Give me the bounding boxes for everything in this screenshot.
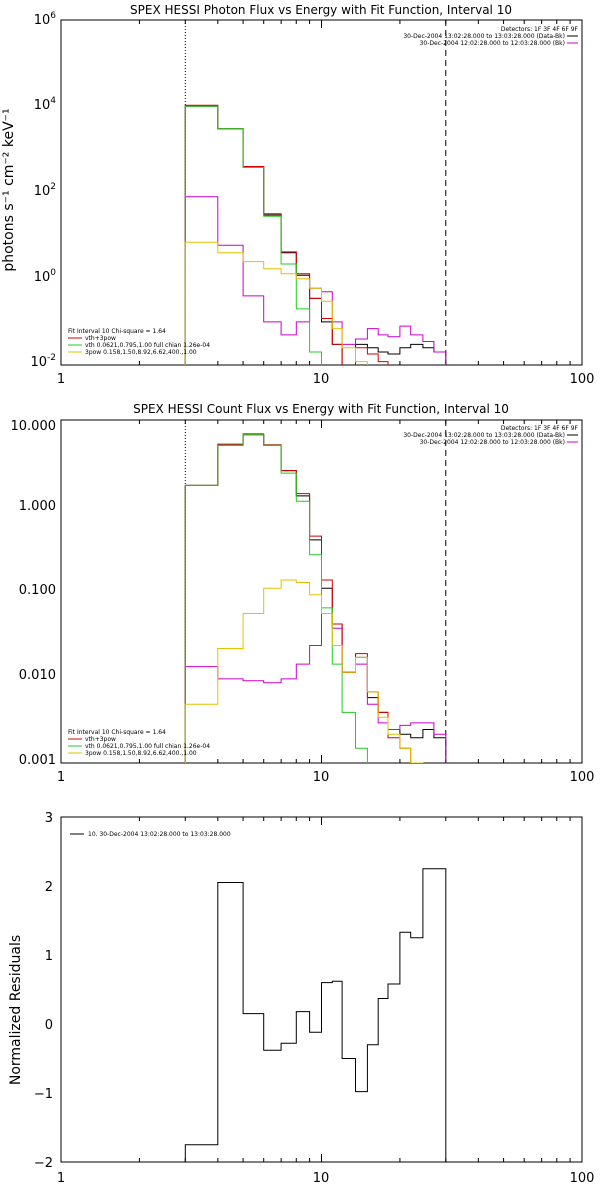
count-minor-ticks — [60, 420, 583, 763]
residuals-series-group — [184, 868, 447, 1162]
photon-detectors-text: Detectors: 1F 3F 4F 6F 9F — [501, 26, 579, 33]
count-bk-interval-text: 30-Dec-2004 12:02:28.000 to 12:03:28.000… — [420, 439, 565, 446]
count-series-1-line — [184, 613, 447, 763]
photon-y-tick-1e0: 100 — [34, 268, 57, 285]
count-flux-panel: SPEX HESSI Count Flux vs Energy with Fit… — [11, 402, 595, 785]
count-total-fit-text: vth+3pow — [85, 736, 116, 743]
count-series-3-line — [184, 434, 368, 763]
residuals-legend: 10. 30-Dec-2004 13:02:28.000 to 13:03:28… — [70, 831, 231, 838]
residuals-x-axis-ticks: 1 10 100 — [57, 1171, 595, 1186]
resid-x-tick-10: 10 — [313, 1171, 330, 1186]
count-y-tick-0.001: 0.001 — [19, 753, 56, 768]
photon-y-tick-1e-2: 10-2 — [30, 353, 56, 370]
residuals-y-axis-label: Normalized Residuals — [8, 935, 24, 1085]
photon-series-0-line — [184, 105, 447, 365]
count-series-4-line — [184, 579, 424, 763]
count-data-interval-text: 30-Dec-2004 13:02:28.000 to 13:03:28.000… — [403, 432, 565, 439]
resid-x-tick-100: 100 — [570, 1171, 595, 1186]
photon-series-group — [184, 20, 447, 365]
count-y-tick-0.1: 0.100 — [19, 583, 56, 598]
photon-y-tick-1e4: 104 — [34, 96, 57, 113]
count-annotation-right: Detectors: 1F 3F 4F 6F 9F 30-Dec-2004 13… — [403, 425, 578, 446]
photon-y-tick-1e2: 102 — [34, 182, 56, 199]
photon-fit-interval-text: Fit Interval 10 Chi-square = 1.64 — [68, 328, 166, 335]
resid-y-tick-minus2: −2 — [34, 1156, 53, 1171]
count-annotation-left: Fit Interval 10 Chi-square = 1.64 vth+3p… — [68, 729, 210, 757]
count-series-2-line — [184, 433, 424, 763]
photon-y-axis-label: photons s⁻¹ cm⁻² keV⁻¹ — [1, 108, 17, 271]
count-panel-title: SPEX HESSI Count Flux vs Energy with Fit… — [133, 402, 509, 416]
count-series-group — [184, 420, 447, 763]
photon-x-axis-ticks: 1 10 100 — [57, 372, 595, 387]
residuals-panel: 3 2 1 0 −1 −2 Normalized Residuals 1 10 … — [8, 811, 594, 1186]
photon-series-4-line — [184, 241, 368, 365]
photon-series-1-line — [184, 196, 447, 365]
resid-y-tick-1: 1 — [45, 949, 53, 964]
count-detectors-text: Detectors: 1F 3F 4F 6F 9F — [501, 425, 579, 432]
photon-y-axis-ticks: 106 104 102 100 10-2 — [30, 11, 56, 370]
count-vth-text: vth 0.0621,0.795,1.00 full chian 1.26e-0… — [85, 743, 210, 750]
residuals-legend-text: 10. 30-Dec-2004 13:02:28.000 to 13:03:28… — [88, 831, 231, 838]
count-x-tick-10: 10 — [313, 770, 330, 785]
count-y-tick-1: 1.000 — [19, 499, 56, 514]
count-y-axis-ticks: 10.000 1.000 0.100 0.010 0.001 — [11, 419, 57, 768]
photon-vth-text: vth 0.0621,0.795,1.00 full chian 1.26e-0… — [85, 342, 210, 349]
resid-x-tick-1: 1 — [57, 1171, 65, 1186]
photon-annotation-right: Detectors: 1F 3F 4F 6F 9F 30-Dec-2004 13… — [403, 26, 578, 47]
residuals-y-axis-ticks: 3 2 1 0 −1 −2 — [34, 811, 53, 1171]
photon-x-tick-10: 10 — [313, 372, 330, 387]
count-3pow-text: 3pow 0.158,1.50,8.92,6.62,400.,1.00 — [85, 750, 197, 757]
photon-data-interval-text: 30-Dec-2004 13:02:28.000 to 13:03:28.000… — [403, 33, 565, 40]
photon-3pow-text: 3pow 0.158,1.50,8.92,6.62,400.,1.00 — [85, 349, 197, 356]
resid-y-tick-minus1: −1 — [34, 1087, 53, 1102]
resid-y-tick-2: 2 — [45, 880, 53, 895]
photon-series-3-line — [184, 105, 322, 365]
count-x-tick-100: 100 — [570, 770, 595, 785]
resid-y-tick-0: 0 — [45, 1018, 53, 1033]
count-x-axis-ticks: 1 10 100 — [57, 770, 595, 785]
photon-bk-interval-text: 30-Dec-2004 12:02:28.000 to 12:03:28.000… — [420, 40, 565, 47]
photon-x-tick-1: 1 — [57, 372, 65, 387]
residuals-series-0-line — [184, 868, 447, 1162]
photon-panel-title: SPEX HESSI Photon Flux vs Energy with Fi… — [130, 3, 512, 17]
count-y-tick-0.01: 0.010 — [19, 668, 56, 683]
count-x-tick-1: 1 — [57, 770, 65, 785]
photon-x-tick-100: 100 — [570, 372, 595, 387]
resid-y-tick-3: 3 — [45, 811, 53, 826]
count-y-tick-10: 10.000 — [11, 419, 57, 434]
photon-flux-panel: SPEX HESSI Photon Flux vs Energy with Fi… — [1, 3, 595, 387]
photon-total-fit-text: vth+3pow — [85, 335, 116, 342]
photon-y-tick-1e6: 106 — [34, 11, 57, 28]
count-fit-interval-text: Fit Interval 10 Chi-square = 1.64 — [68, 729, 166, 736]
count-series-0-line — [184, 434, 447, 763]
photon-annotation-left: Fit Interval 10 Chi-square = 1.64 vth+3p… — [68, 328, 210, 356]
